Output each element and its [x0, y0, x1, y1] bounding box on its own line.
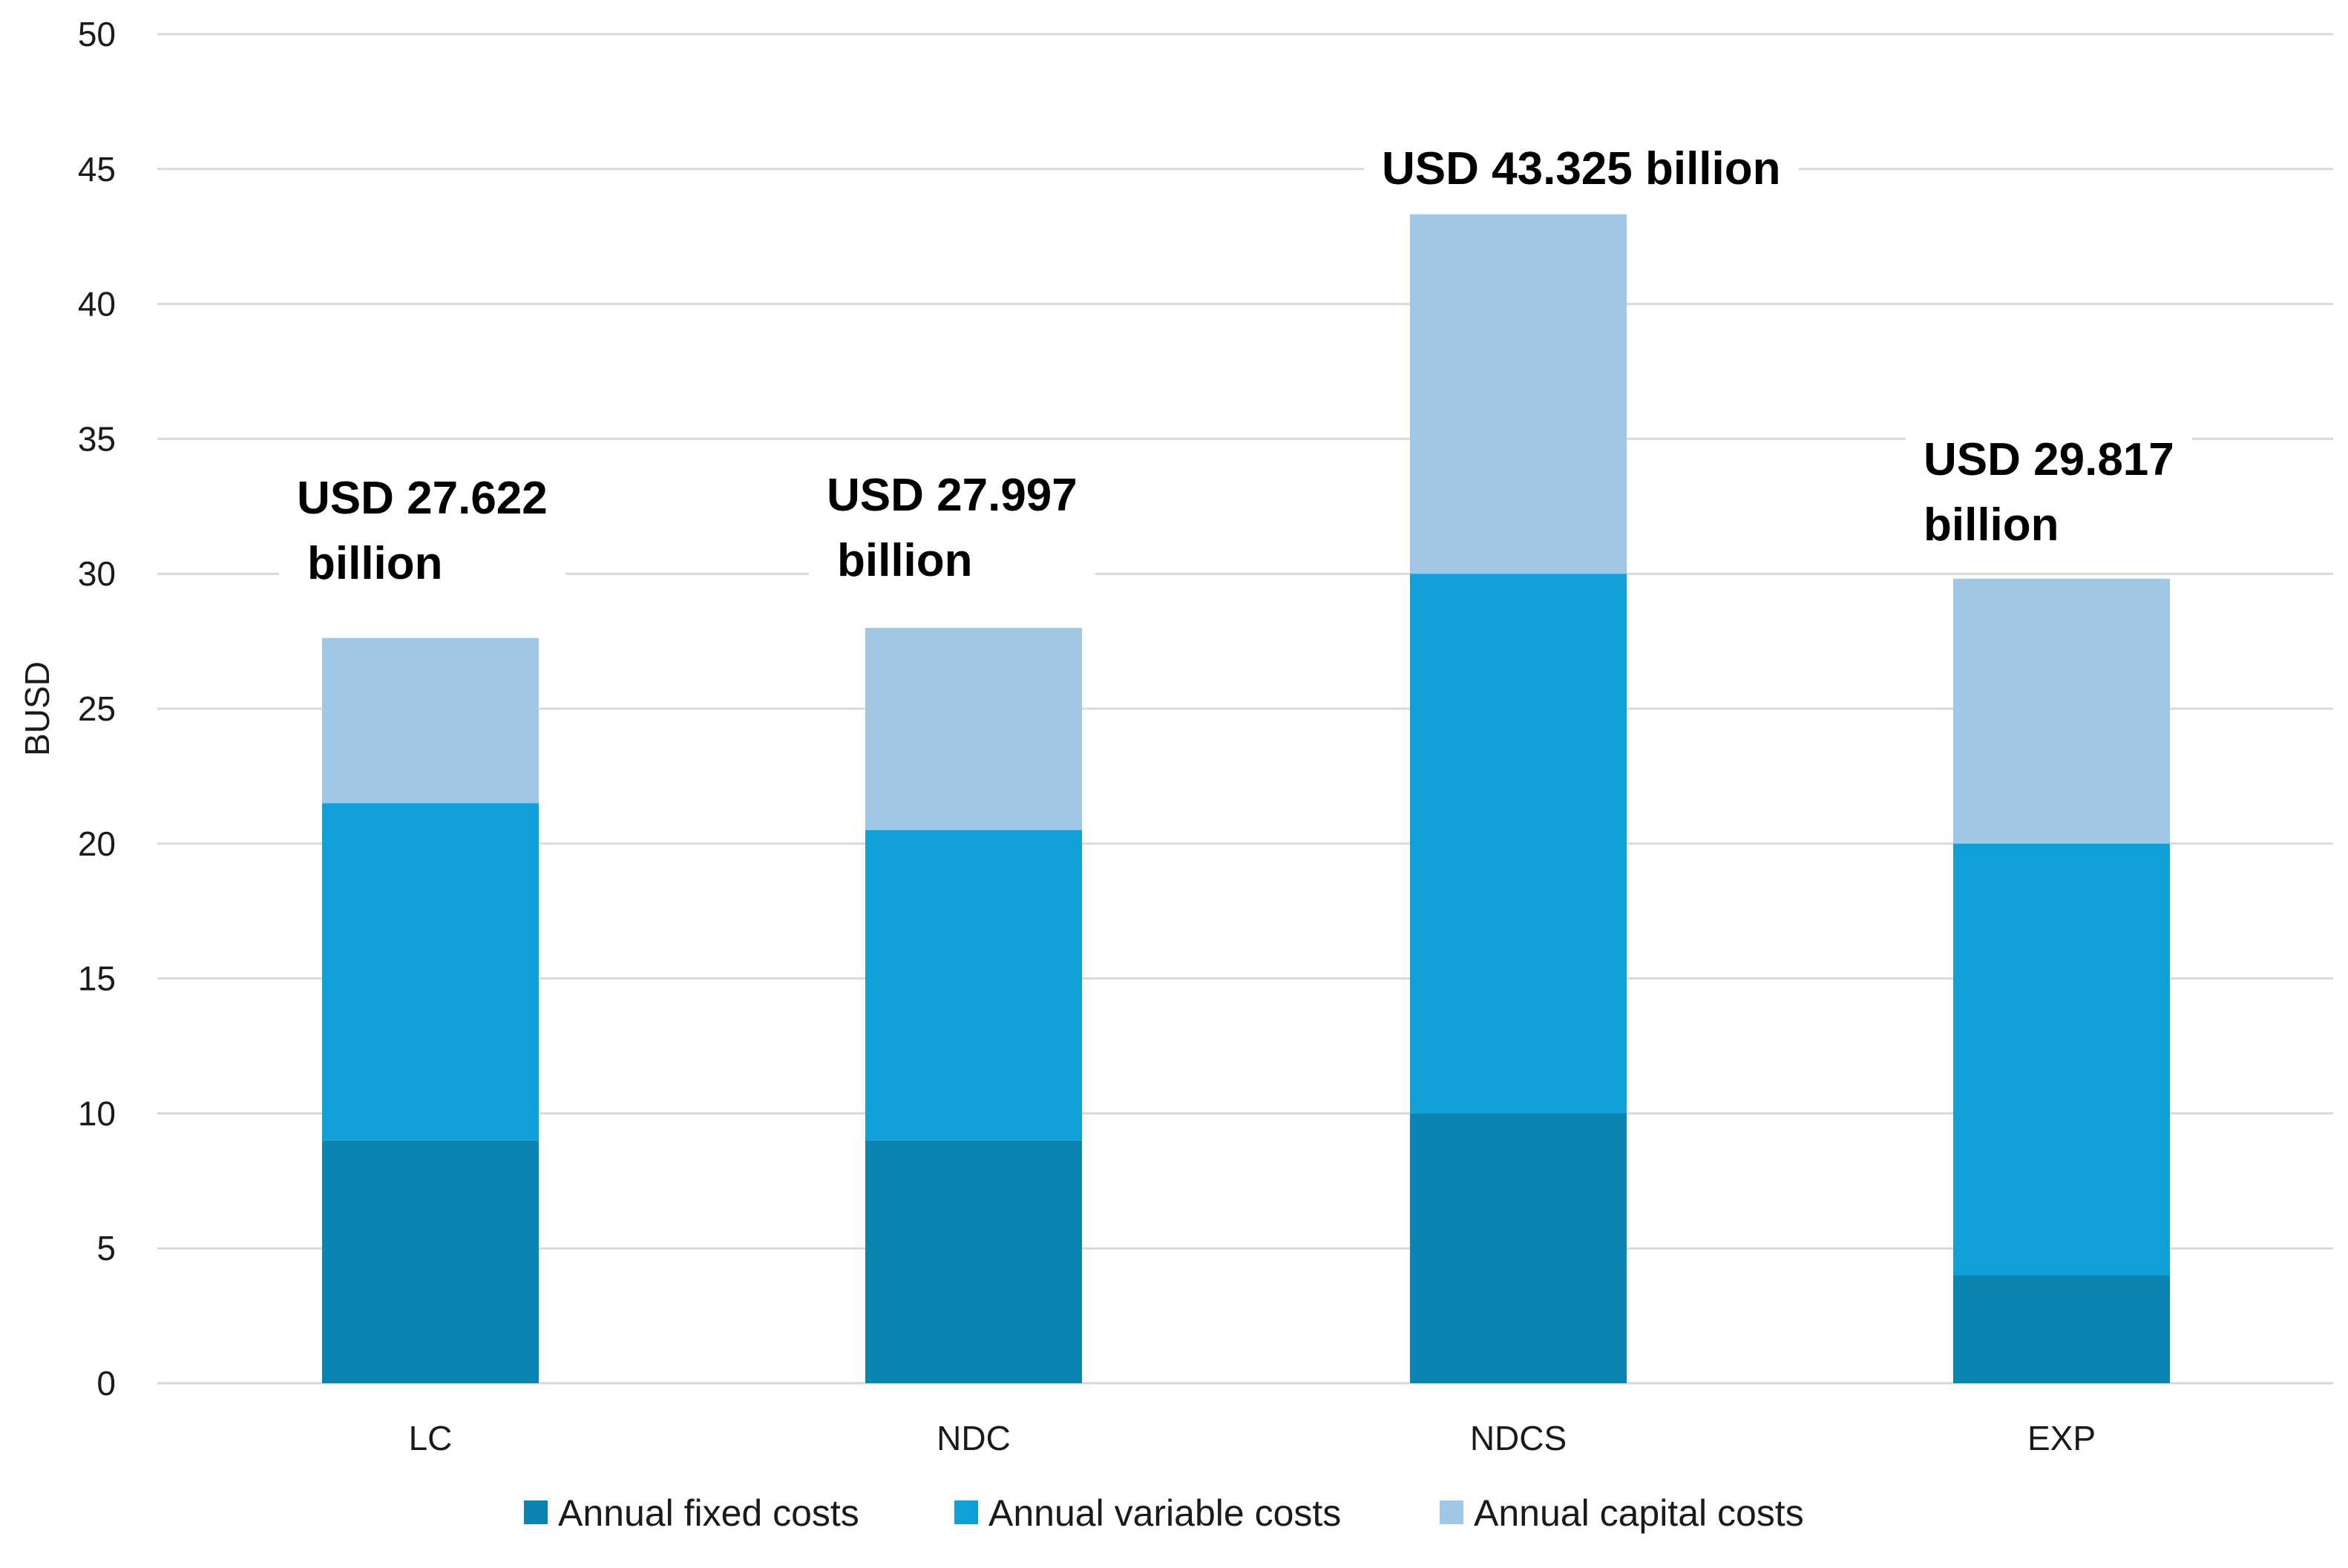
bar-EXP-series-2: [1953, 578, 2170, 844]
legend-swatch: [954, 1500, 978, 1524]
bar-NDC-series-0: [865, 1140, 1082, 1383]
legend-label: Annual variable costs: [988, 1492, 1341, 1534]
bar-EXP-series-1: [1953, 843, 2170, 1276]
bar-LC-series-2: [322, 637, 539, 804]
bars: [322, 214, 2170, 1383]
total-label-NDC: USD 27.997 billion: [809, 465, 1095, 591]
total-label-line: billion: [307, 538, 443, 589]
total-label-NDCS: USD 43.325 billion: [1364, 139, 1799, 199]
x-tick-label-EXP: EXP: [2027, 1419, 2096, 1457]
y-axis-title: BUSD: [18, 661, 56, 756]
x-tick-label-NDCS: NDCS: [1470, 1419, 1567, 1457]
bar-NDC-series-2: [865, 628, 1082, 830]
y-tick-label: 25: [78, 689, 116, 728]
legend-item: Annual variable costs: [954, 1492, 1341, 1534]
total-label-EXP: USD 29.817 billion: [1906, 430, 2192, 555]
bar-EXP-series-0: [1953, 1275, 2170, 1383]
total-label-backdrop: [809, 465, 1095, 591]
y-tick-label: 20: [78, 824, 116, 863]
y-tick-label: 40: [78, 285, 116, 324]
y-tick-label: 10: [78, 1094, 116, 1132]
y-axis-ticks: 0 5 10 15 20 25 30 35 40 45 50: [78, 15, 116, 1403]
legend-swatch: [1440, 1500, 1463, 1524]
total-label-LC: USD 27.622 billion: [279, 468, 565, 594]
bar-NDC-series-1: [865, 830, 1082, 1141]
bar-LC-series-1: [322, 803, 539, 1141]
total-label-line: USD 27.622: [297, 473, 548, 524]
total-label-backdrop: [1906, 430, 2192, 555]
x-axis-categories: LC NDC NDCS EXP: [409, 1419, 2096, 1457]
legend-item: Annual fixed costs: [524, 1492, 859, 1534]
legend-label: Annual capital costs: [1474, 1492, 1804, 1534]
legend-label: Annual fixed costs: [558, 1492, 859, 1534]
bar-LC-series-0: [322, 1140, 539, 1383]
total-label-backdrop: [1364, 139, 1799, 199]
total-label-line: USD 43.325 billion: [1382, 143, 1781, 194]
legend-swatch: [524, 1500, 548, 1524]
legend-item: Annual capital costs: [1440, 1492, 1804, 1534]
legend: Annual fixed costs Annual variable costs A…: [524, 1492, 1804, 1534]
total-label-line: USD 27.997: [827, 470, 1078, 521]
bar-NDCS-series-0: [1410, 1113, 1627, 1383]
bar-NDCS-series-2: [1410, 214, 1627, 574]
total-labels: USD 27.622 billion USD 27.997 billion USD 43…: [279, 139, 2192, 594]
total-label-line: billion: [1924, 499, 2059, 551]
y-tick-label: 45: [78, 150, 116, 188]
total-label-line: USD 29.817: [1924, 434, 2174, 485]
total-label-backdrop: [279, 468, 565, 594]
y-tick-label: 35: [78, 419, 116, 458]
y-tick-label: 5: [96, 1229, 116, 1267]
y-tick-label: 15: [78, 960, 116, 998]
x-tick-label-LC: LC: [409, 1419, 453, 1457]
y-tick-label: 0: [96, 1364, 116, 1403]
y-tick-label: 50: [78, 15, 116, 53]
bar-NDCS-series-1: [1410, 574, 1627, 1114]
y-tick-label: 30: [78, 554, 116, 593]
total-label-line: billion: [837, 535, 973, 586]
x-tick-label-NDC: NDC: [937, 1419, 1011, 1457]
